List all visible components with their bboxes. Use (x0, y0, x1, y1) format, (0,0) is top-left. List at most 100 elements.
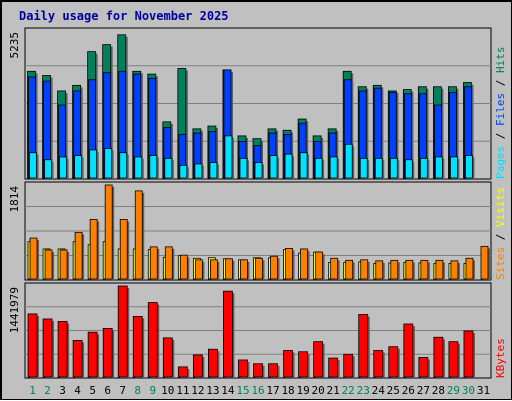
x-tick-label: 3 (59, 384, 66, 397)
kbytes-bar (132, 316, 143, 378)
sites-bar (225, 258, 233, 280)
sites-bar (345, 259, 354, 280)
pages-bar (299, 152, 308, 179)
legend-sites: Sites (494, 247, 507, 280)
legend-files: Files (494, 93, 507, 126)
kbytes-bar (343, 353, 354, 378)
sites-bar (450, 260, 459, 280)
pages-bar (344, 143, 353, 179)
sites-bar (210, 259, 218, 280)
sites-bar (194, 259, 203, 280)
kbytes-bar (208, 348, 218, 378)
x-tick-label: 24 (372, 384, 386, 397)
x-tick-label: 8 (134, 384, 141, 397)
sites-bar (420, 259, 429, 280)
x-tick-label: 13 (206, 384, 219, 397)
sites-bar (104, 184, 113, 280)
pages-bar (389, 157, 398, 179)
legend-separator: / (494, 227, 507, 247)
kbytes-bar (463, 330, 474, 378)
kbytes-bar (177, 366, 188, 378)
kbytes-bar (253, 363, 263, 378)
legend-separator: / (494, 126, 507, 146)
x-tick-label: 30 (462, 384, 475, 397)
sites-bar (330, 257, 339, 280)
x-tick-label: 7 (119, 384, 126, 397)
kbytes-bar (388, 346, 399, 378)
bars-hits-files-pages (27, 34, 475, 180)
pages-bar (419, 157, 428, 179)
sites-bar (29, 237, 38, 280)
x-tick-label: 29 (447, 384, 460, 397)
kbytes-bar (373, 350, 384, 378)
sites-bar (134, 190, 143, 280)
pages-bar (359, 157, 368, 179)
x-tick-label: 6 (104, 384, 111, 397)
kbytes-bar (358, 314, 369, 378)
sites-bar (149, 246, 158, 280)
pages-bar (374, 157, 383, 179)
x-tick-label: 15 (236, 384, 249, 397)
legend-hits: Hits (494, 47, 507, 74)
kbytes-bar (238, 359, 248, 378)
sites-bar (44, 249, 53, 280)
x-tick-label: 1 (29, 384, 36, 397)
kbytes-bar (27, 313, 38, 378)
x-tick-label: 27 (417, 384, 430, 397)
pages-bar (74, 155, 83, 179)
sites-bar (390, 259, 399, 280)
kbytes-bar (72, 339, 83, 378)
pages-bar (59, 156, 67, 179)
x-tick-label: 23 (357, 384, 370, 397)
panel-visits-sites: 1814 Sites / Visits (8, 181, 507, 281)
pages-bar (134, 156, 143, 179)
pages-bar (284, 153, 293, 179)
panel-legend: Sites / Visits (494, 187, 507, 280)
x-tick-label: 5 (89, 384, 96, 397)
x-tick-label: 26 (402, 384, 415, 397)
kbytes-bar (448, 341, 459, 378)
sites-bar (255, 257, 263, 280)
sites-bar (300, 248, 308, 280)
kbytes-bar (162, 337, 173, 378)
legend-visits: Visits (494, 187, 507, 227)
kbytes-bar (418, 357, 429, 378)
panel-kbytes: 1441979 KBytes (8, 282, 507, 379)
x-tick-label: 31 (477, 384, 490, 397)
kbytes-bar (313, 341, 324, 378)
pages-bar (329, 156, 338, 179)
x-tick-label: 28 (432, 384, 445, 397)
x-tick-label: 22 (342, 384, 355, 397)
sites-bar (315, 251, 324, 280)
y-max-label: 5235 (8, 32, 21, 59)
y-max-label: 1441979 (8, 287, 21, 333)
legend-kbytes: KBytes (494, 338, 507, 378)
kbytes-bar (147, 302, 158, 378)
kbytes-bar (102, 328, 113, 378)
x-tick-label: 21 (327, 384, 340, 397)
pages-bar (434, 156, 443, 179)
kbytes-bar (192, 354, 203, 378)
pages-bar (164, 157, 173, 179)
legend-separator: / (494, 73, 507, 93)
pages-bar (465, 155, 473, 179)
pages-bar (89, 149, 98, 179)
chart-title: Daily usage for November 2025 (19, 9, 229, 23)
x-tick-label: 17 (266, 384, 279, 397)
pages-bar (269, 155, 278, 179)
x-tick-label: 14 (221, 384, 235, 397)
kbytes-bar (57, 321, 68, 378)
x-tick-label: 16 (251, 384, 264, 397)
kbytes-bar (42, 318, 53, 378)
sites-bar (480, 245, 489, 280)
chart-panels: 5235 Pages / Files / Hits 1814 Sites / Visi… (8, 27, 507, 379)
legend-pages: Pages (494, 146, 507, 179)
pages-bar (209, 162, 218, 179)
kbytes-bar (87, 331, 98, 378)
sites-bar (164, 246, 173, 280)
kbytes-bar (298, 351, 308, 378)
sites-bar (270, 255, 278, 280)
kbytes-bar (117, 285, 128, 378)
